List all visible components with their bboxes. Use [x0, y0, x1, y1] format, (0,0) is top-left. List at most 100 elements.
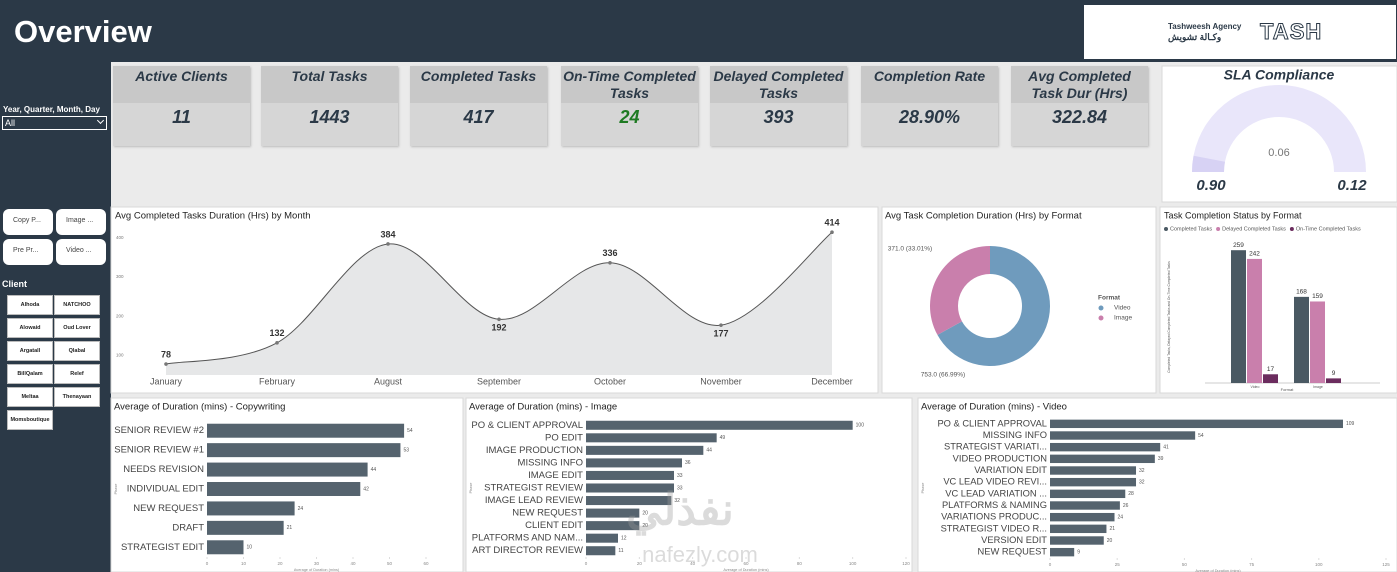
- client-button[interactable]: Meltaa: [7, 387, 53, 407]
- y-tick-label: IMAGE PRODUCTION: [486, 445, 583, 456]
- chart-title: Avg Task Completion Duration (Hrs) by Fo…: [885, 211, 1082, 222]
- client-button[interactable]: Argatall: [7, 341, 53, 361]
- x-tick-label: 40: [690, 561, 696, 566]
- kpi-header: [113, 66, 250, 103]
- data-label: 54: [1198, 433, 1204, 439]
- y-tick-label: IMAGE EDIT: [528, 470, 583, 481]
- client-button[interactable]: Relef: [54, 364, 100, 384]
- client-button[interactable]: Momsboutique: [7, 410, 53, 430]
- legend-swatch: [1216, 227, 1221, 231]
- legend-swatch: [1098, 315, 1104, 321]
- bar: [586, 470, 674, 480]
- format-button[interactable]: Image ...: [56, 209, 106, 235]
- point: [497, 317, 501, 322]
- client-button-label: Oud Lover: [63, 325, 91, 331]
- y-tick-label: PLATFORMS & NAMING: [942, 500, 1047, 510]
- client-button[interactable]: BillQalam: [7, 364, 53, 384]
- x-tick-label: 40: [350, 561, 356, 566]
- bar: [586, 458, 682, 468]
- legend-swatch: [1289, 227, 1294, 231]
- x-tick-label: 100: [849, 561, 857, 566]
- y-tick-label: PO & CLIENT APPROVAL: [471, 420, 583, 431]
- data-label: 11: [618, 548, 623, 554]
- data-label: 20: [642, 523, 648, 529]
- kpi-label: Total Tasks: [291, 68, 368, 84]
- x-tick-label: 50: [1182, 562, 1188, 567]
- bar: [1050, 442, 1161, 452]
- data-label: 100: [856, 423, 865, 429]
- data-label: 259: [1233, 242, 1244, 249]
- x-tick-label: 60: [743, 561, 749, 566]
- y-tick-label: NEW REQUEST: [512, 508, 583, 519]
- logo-mark: TASH: [1259, 19, 1323, 45]
- chart-title: Average of Duration (mins) - Copywriting: [114, 402, 285, 413]
- data-label: 32: [1139, 468, 1145, 474]
- y-tick-label: NEEDS REVISION: [123, 464, 204, 475]
- panel: [1159, 206, 1397, 394]
- format-button[interactable]: Copy P...: [3, 209, 53, 235]
- sidebar: Year, Quarter, Month, Day All Copy P... Ima…: [0, 62, 110, 572]
- data-label: 242: [1249, 251, 1260, 258]
- format-button-label: Pre Pr...: [13, 247, 39, 254]
- dropdown-value: All: [5, 118, 16, 128]
- data-label: 384: [380, 229, 395, 239]
- format-button-label: Image ...: [66, 217, 94, 224]
- kpi-value: 11: [172, 107, 191, 127]
- client-button[interactable]: Qlabal: [54, 341, 100, 361]
- x-tick-label: September: [477, 376, 521, 386]
- client-button-label: Argatall: [19, 348, 41, 354]
- client-button[interactable]: Oud Lover: [54, 318, 100, 338]
- point: [719, 323, 723, 327]
- point: [164, 362, 168, 366]
- point: [830, 230, 834, 234]
- data-label: 9: [1077, 549, 1080, 555]
- y-tick-label: DRAFT: [172, 522, 204, 533]
- x-tick-label: August: [374, 376, 403, 386]
- bar: [207, 540, 244, 555]
- bar: [586, 420, 853, 430]
- y-tick-label: MISSING INFO: [518, 457, 583, 468]
- data-label: 78: [161, 349, 171, 359]
- data-label: 192: [491, 323, 506, 333]
- chart-title: Average of Duration (mins) - Video: [921, 402, 1067, 413]
- data-label: 32: [1139, 479, 1145, 485]
- y-tick-label: IMAGE LEAD REVIEW: [485, 495, 583, 506]
- legend-label: On-Time Completed Tasks: [1296, 226, 1361, 232]
- x-tick-label: December: [811, 376, 853, 386]
- data-label: 168: [1296, 289, 1307, 296]
- x-tick-label: 25: [1115, 562, 1121, 567]
- y-axis-title: Phase: [469, 483, 473, 494]
- gauge-track: [1192, 85, 1366, 172]
- data-label: 17: [1267, 366, 1275, 373]
- y-tick-label: STRATEGIST VIDEO R...: [941, 523, 1047, 533]
- data-label: 41: [1163, 444, 1169, 450]
- filter-label: Year, Quarter, Month, Day: [3, 105, 100, 114]
- bar: [1326, 378, 1341, 383]
- data-label: 53: [403, 447, 409, 453]
- bar: [1050, 547, 1075, 557]
- kpi-value: 24: [619, 107, 640, 127]
- y-tick-label: PO EDIT: [545, 432, 583, 443]
- x-tick-label: November: [700, 376, 742, 386]
- bar: [586, 433, 717, 443]
- format-button[interactable]: Pre Pr...: [3, 239, 53, 265]
- client-button[interactable]: NATCHOO: [54, 295, 100, 315]
- x-tick-label: October: [594, 376, 626, 386]
- y-tick-label: PLATFORMS AND NAM...: [472, 533, 583, 544]
- chart-title: SLA Compliance: [1224, 67, 1335, 83]
- client-button[interactable]: Alowaid: [7, 318, 53, 338]
- kpi-label: Completed Tasks: [420, 68, 537, 84]
- bar: [1050, 489, 1126, 499]
- format-button[interactable]: Video ...: [56, 239, 106, 265]
- x-tick-label: 80: [797, 561, 803, 566]
- bar: [207, 423, 405, 438]
- client-button[interactable]: Thenayaan: [54, 387, 100, 407]
- bar: [586, 508, 640, 518]
- line-area: [166, 232, 832, 375]
- bar: [1310, 301, 1325, 383]
- format-button-label: Copy P...: [13, 217, 41, 224]
- legend-label: Delayed Completed Tasks: [1222, 226, 1286, 232]
- client-button[interactable]: Alhoda: [7, 295, 53, 315]
- date-dropdown[interactable]: All: [2, 116, 107, 130]
